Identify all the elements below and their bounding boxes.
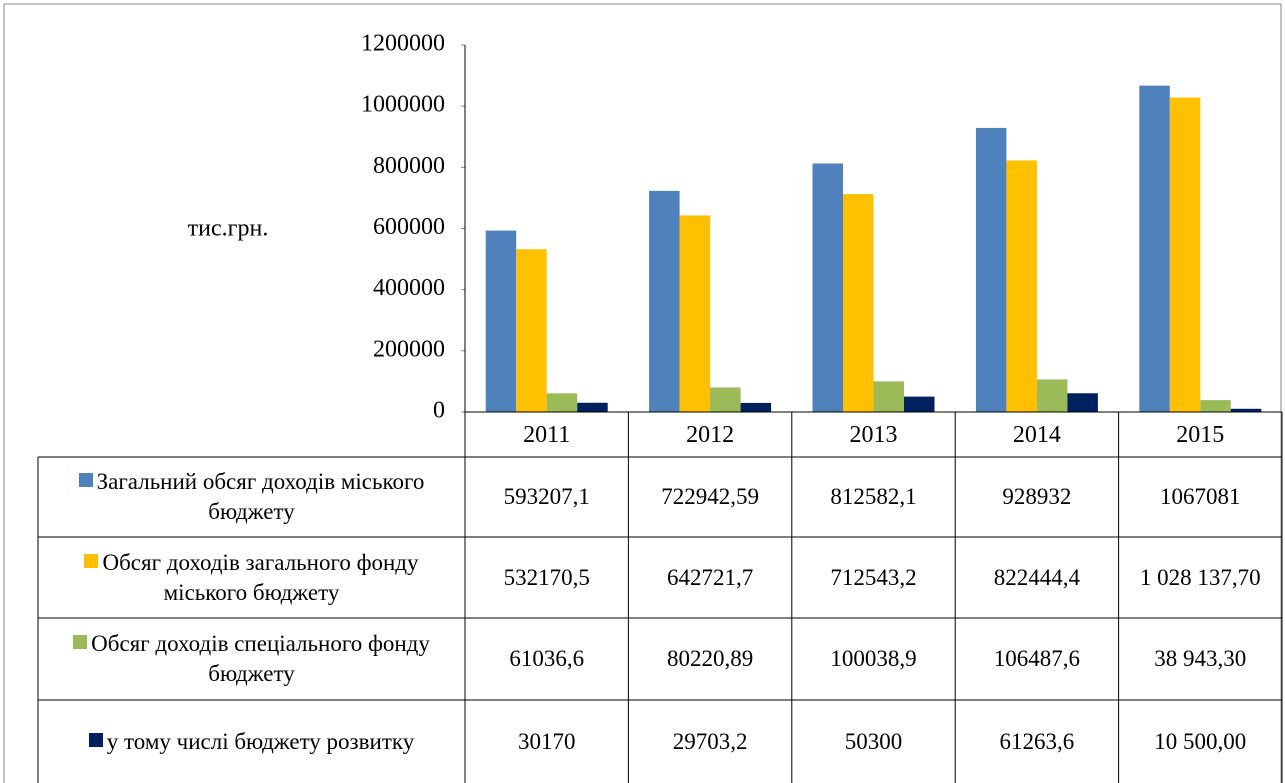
legend-entry: у тому числі бюджету розвитку bbox=[38, 700, 465, 783]
bar bbox=[1230, 408, 1262, 412]
bar bbox=[812, 163, 843, 412]
bar bbox=[1036, 379, 1068, 412]
legend-swatch bbox=[78, 473, 93, 487]
bar bbox=[516, 249, 547, 412]
y-tick-label: 600000 bbox=[373, 214, 445, 240]
legend-text: Обсяг доходів загального фонду міського … bbox=[102, 549, 419, 605]
table-value: 50300 bbox=[844, 728, 903, 754]
legend-entry: Обсяг доходів загального фонду міського … bbox=[38, 537, 465, 618]
table-value: 1067081 bbox=[1160, 484, 1241, 509]
y-tick-label: 200000 bbox=[373, 336, 445, 362]
table-value: 822444,4 bbox=[993, 564, 1080, 590]
table-value: 642721,7 bbox=[666, 564, 754, 590]
y-axis-label: тис.грн. bbox=[188, 216, 269, 242]
bar bbox=[873, 381, 904, 412]
table-value: 100038,9 bbox=[830, 646, 917, 671]
y-tick-label: 0 bbox=[433, 398, 445, 424]
bar bbox=[975, 127, 1007, 413]
table-value: 722942,59 bbox=[661, 484, 759, 509]
y-tick-label: 400000 bbox=[373, 275, 445, 301]
bar bbox=[1139, 85, 1170, 412]
bar bbox=[577, 402, 608, 412]
bar bbox=[485, 230, 517, 412]
bar bbox=[843, 194, 874, 412]
legend-label: Обсяг доходів загального фонду міського … bbox=[44, 548, 459, 608]
table-value: 1 028 137,70 bbox=[1139, 564, 1261, 590]
legend-text: у тому числі бюджету розвитку bbox=[106, 728, 415, 754]
table-value: 38 943,30 bbox=[1154, 646, 1247, 671]
legend-swatch bbox=[84, 553, 99, 568]
x-tick-label: 2014 bbox=[1012, 421, 1061, 448]
bar bbox=[904, 396, 935, 412]
legend-swatch bbox=[73, 635, 88, 649]
bar bbox=[1006, 160, 1037, 412]
bar bbox=[546, 393, 578, 412]
legend-entry: Обсяг доходів спеціального фонду бюджету bbox=[38, 618, 465, 700]
bar bbox=[1200, 400, 1231, 412]
bar bbox=[649, 190, 680, 412]
table-value: 532170,5 bbox=[503, 564, 590, 590]
table-value: 812582,1 bbox=[830, 484, 917, 509]
legend-label: Загальний обсяг доходів міського бюджету bbox=[44, 467, 459, 527]
table-value: 10 500,00 bbox=[1154, 728, 1247, 754]
x-tick-label: 2015 bbox=[1176, 421, 1225, 448]
legend-label: Обсяг доходів спеціального фонду бюджету bbox=[44, 629, 459, 689]
bar bbox=[1169, 97, 1201, 412]
table-value: 593207,1 bbox=[503, 484, 590, 509]
y-tick-label: 1000000 bbox=[361, 92, 445, 118]
legend-text: Обсяг доходів спеціального фонду бюджету bbox=[91, 631, 430, 686]
legend-text: Загальний обсяг доходів міського бюджету bbox=[96, 469, 425, 524]
y-tick-label: 800000 bbox=[373, 153, 445, 179]
x-tick-label: 2012 bbox=[686, 421, 735, 448]
table-value: 30170 bbox=[517, 728, 576, 754]
table-value: 80220,89 bbox=[666, 646, 754, 671]
bar bbox=[740, 402, 772, 412]
bar bbox=[710, 387, 741, 412]
x-tick-label: 2011 bbox=[523, 421, 571, 448]
legend-swatch bbox=[88, 732, 103, 747]
chart-border bbox=[3, 3, 1282, 783]
table-value: 61036,6 bbox=[509, 646, 585, 671]
legend-entry: Загальний обсяг доходів міського бюджету bbox=[38, 457, 465, 537]
bar bbox=[1067, 393, 1098, 412]
table-value: 712543,2 bbox=[830, 564, 917, 590]
table-value: 106487,6 bbox=[993, 646, 1080, 671]
table-value: 29703,2 bbox=[672, 728, 748, 754]
table-value: 928932 bbox=[1002, 484, 1072, 509]
x-tick-label: 2013 bbox=[849, 421, 898, 448]
y-tick-label: 1200000 bbox=[361, 31, 445, 57]
table-value: 61263,6 bbox=[999, 728, 1075, 754]
legend-label: у тому числі бюджету розвитку bbox=[88, 727, 415, 757]
bar bbox=[679, 215, 711, 412]
